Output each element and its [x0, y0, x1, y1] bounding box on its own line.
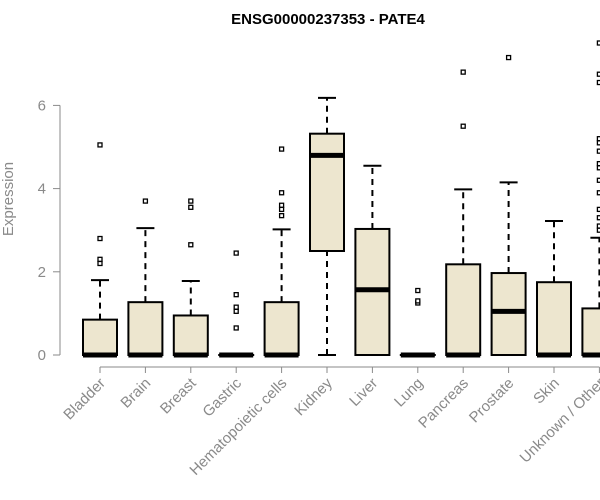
- boxes-layer: [82, 40, 600, 358]
- box-lung: [399, 287, 436, 358]
- box-hematopoietic-cells: [263, 146, 300, 358]
- outlier-point: [596, 206, 600, 213]
- outlier-point: [233, 308, 239, 314]
- outlier-point: [188, 242, 194, 248]
- box-iqr: [82, 318, 118, 357]
- outlier-point: [188, 204, 194, 210]
- outlier-point: [596, 190, 600, 196]
- outlier-point: [596, 160, 600, 167]
- box-brain: [127, 198, 164, 358]
- outlier-point: [278, 206, 285, 213]
- outlier-point: [596, 177, 600, 183]
- box-unknown-other: [581, 40, 600, 358]
- outlier-point: [188, 198, 194, 204]
- outlier-point: [596, 79, 600, 86]
- x-tick-label: Pancreas: [415, 375, 472, 432]
- outlier-point: [505, 54, 512, 61]
- box-iqr: [536, 281, 572, 357]
- outlier-point: [233, 250, 239, 256]
- box-pancreas: [445, 69, 482, 358]
- outlier-point: [596, 215, 600, 221]
- box-iqr: [581, 307, 600, 356]
- box-prostate: [490, 54, 527, 357]
- outlier-point: [415, 287, 421, 294]
- box-skin: [536, 220, 572, 358]
- box-gastric: [218, 250, 255, 358]
- x-tick-label: Breast: [157, 374, 200, 417]
- outlier-point: [460, 69, 466, 75]
- box-iqr: [490, 272, 527, 357]
- box-iqr: [445, 263, 482, 357]
- outlier-point: [233, 292, 239, 298]
- y-tick-label: 4: [38, 181, 46, 198]
- x-tick-label: Skin: [530, 375, 563, 408]
- chart-title: ENSG00000237353 - PATE4: [231, 11, 425, 28]
- box-iqr: [263, 301, 300, 356]
- outlier-point: [596, 136, 600, 142]
- outlier-point: [415, 298, 421, 304]
- y-tick-label: 6: [38, 97, 46, 114]
- outlier-point: [233, 304, 239, 310]
- box-bladder: [82, 142, 118, 358]
- outlier-point: [233, 325, 239, 331]
- outlier-point: [97, 260, 103, 267]
- outlier-point: [97, 142, 103, 148]
- outlier-point: [97, 235, 103, 242]
- y-tick-label: 2: [38, 264, 46, 281]
- outlier-point: [142, 198, 149, 204]
- outlier-point: [278, 146, 285, 152]
- outlier-point: [596, 223, 600, 229]
- outlier-point: [596, 71, 600, 77]
- outlier-point: [278, 190, 285, 196]
- y-axis-label: Expression: [0, 162, 17, 236]
- outlier-point: [596, 40, 600, 46]
- box-kidney: [309, 96, 345, 356]
- x-tick-label: Bladder: [60, 375, 109, 424]
- y-axis: 0 2 4 6: [38, 97, 61, 364]
- box-iqr: [172, 314, 209, 357]
- outlier-point: [596, 148, 600, 154]
- y-tick-label: 0: [38, 347, 46, 364]
- x-tick-label: Kidney: [291, 374, 336, 419]
- x-tick-label: Lung: [391, 375, 427, 411]
- box-iqr: [127, 301, 164, 356]
- x-tick-label: Brain: [117, 375, 154, 412]
- box-iqr: [309, 132, 345, 252]
- outlier-point: [460, 123, 466, 129]
- box-liver: [354, 164, 391, 356]
- outlier-point: [97, 256, 103, 262]
- x-tick-label: Prostate: [466, 375, 518, 427]
- outlier-point: [278, 212, 285, 219]
- box-breast: [172, 198, 209, 358]
- outlier-point: [278, 202, 285, 208]
- x-tick-label: Liver: [346, 375, 381, 410]
